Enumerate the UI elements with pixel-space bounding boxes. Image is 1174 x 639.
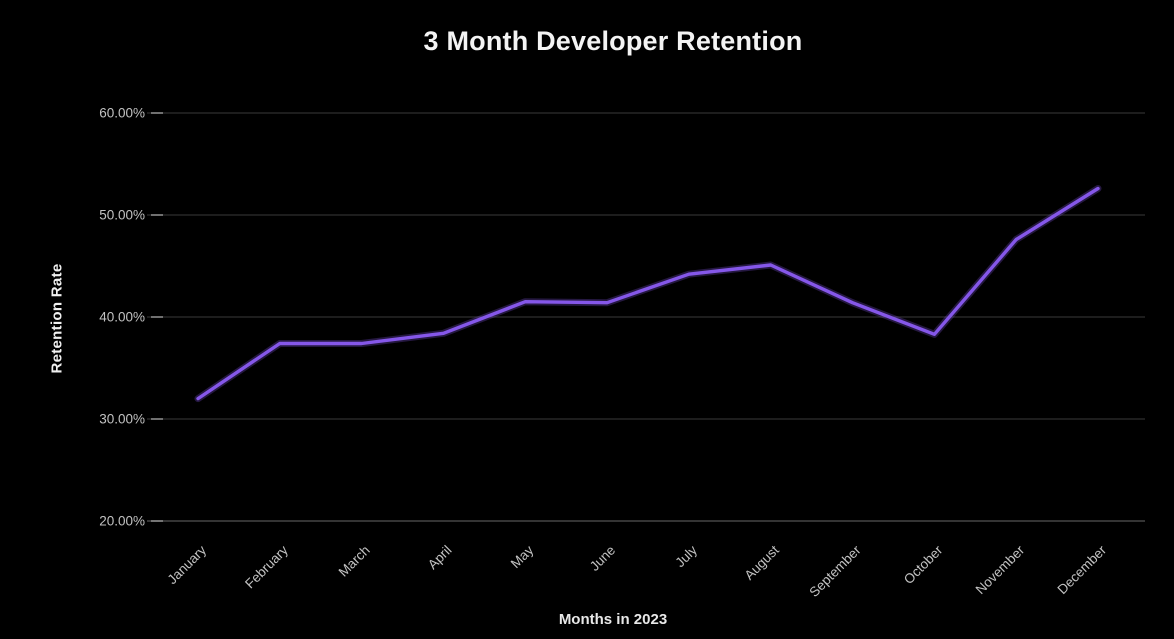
x-tick-label-february: February	[242, 542, 291, 591]
x-tick-label-may: May	[508, 542, 537, 571]
retention-line-glow	[194, 185, 1102, 403]
x-tick-label-november: November	[973, 542, 1028, 597]
x-tick-label-december: December	[1054, 542, 1109, 597]
x-axis-title: Months in 2023	[558, 611, 668, 628]
x-tick-label-july: July	[672, 542, 700, 570]
y-tick-label: 50.00%	[99, 208, 145, 223]
x-tick-label-april: April	[425, 543, 455, 573]
retention-line	[196, 186, 1100, 401]
y-tick-label: 60.00%	[99, 106, 145, 121]
y-tick-label: 40.00%	[99, 310, 145, 325]
x-tick-label-october: October	[901, 542, 946, 587]
x-tick-label-january: January	[165, 542, 210, 587]
x-tick-label-june: June	[587, 543, 618, 574]
chart-title: 3 Month Developer Retention	[423, 26, 803, 56]
x-tick-label-september: September	[806, 542, 864, 600]
y-tick-label: 20.00%	[99, 514, 145, 529]
x-tick-label-march: March	[336, 543, 373, 580]
y-tick-label: 30.00%	[99, 412, 145, 427]
x-tick-label-august: August	[742, 542, 783, 583]
